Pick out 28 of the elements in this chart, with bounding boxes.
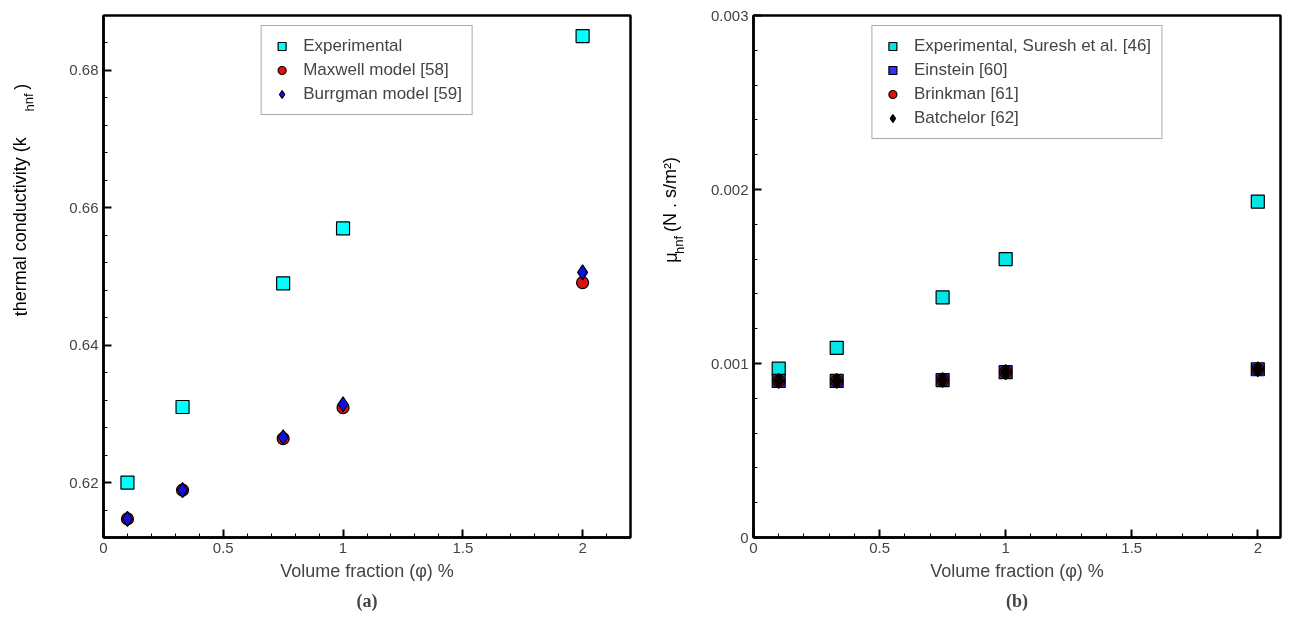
x-axis-title: Volume fraction (φ) %	[280, 560, 454, 581]
legend-label: Experimental	[303, 36, 403, 56]
x-axis-title: Volume fraction (φ) %	[930, 560, 1104, 581]
legend-label: Burrgman model [59]	[303, 84, 462, 104]
legend-label: Einstein [60]	[913, 60, 1008, 80]
legend-label: Batchelor [62]	[913, 108, 1019, 128]
x-tick-label: 1	[338, 538, 348, 556]
x-tick-label: 1.5	[1121, 538, 1143, 556]
x-tick-label: 1.5	[452, 538, 474, 556]
x-tick-label: 1	[1001, 538, 1010, 556]
legend-label: Brinkman [61]	[913, 84, 1019, 104]
x-tick-label: 2	[578, 538, 587, 556]
y-axis-title: μhnf (N . s/m²)	[660, 157, 687, 263]
legend-label: Maxwell model [58]	[303, 60, 449, 80]
y-tick-label: 0.001	[710, 354, 749, 372]
y-tick-label: 0.003	[710, 6, 749, 24]
y-tick-label: 0.64	[69, 336, 99, 354]
text: (a)	[356, 590, 378, 612]
text: (b)	[1006, 590, 1029, 612]
y-tick-label: 0.002	[710, 180, 749, 198]
y-tick-label: 0.62	[69, 473, 99, 491]
text: thermal conductivity (khnf)	[10, 83, 37, 317]
y-tick-label: 0.68	[69, 61, 99, 79]
x-tick-label: 0.5	[869, 538, 891, 556]
legend-label: Experimental, Suresh et al. [46]	[913, 36, 1152, 56]
y-tick-label: 0.66	[69, 198, 99, 216]
x-tick-label: 2	[1253, 538, 1262, 556]
x-tick-label: 0.5	[212, 538, 234, 556]
